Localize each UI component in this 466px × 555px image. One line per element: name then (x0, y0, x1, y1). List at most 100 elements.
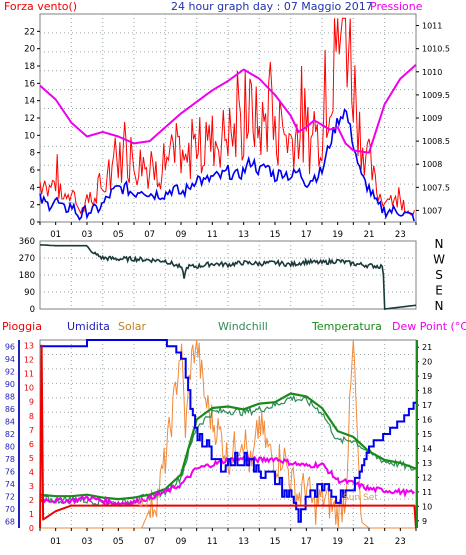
pressure-tick-label: 1011 (422, 22, 442, 31)
direction-tick-label: 0 (30, 305, 35, 315)
wind-direction-series (39, 244, 417, 310)
wind-tick-label: 6 (30, 166, 35, 176)
hour-tick-label: 13 (238, 230, 249, 240)
wind-tick-label: 20 (24, 45, 35, 55)
wind-tick-label: 22 (24, 27, 35, 37)
temperature-tick-label: 19 (422, 372, 432, 381)
pressure-series (39, 64, 417, 154)
legend-humidity: Umidita (67, 320, 110, 333)
pressure-tick-label: 1008.5 (422, 137, 450, 146)
top-series (39, 17, 417, 222)
compass-label: S (435, 268, 443, 282)
direction-tick-label: 270 (19, 254, 35, 264)
mid-grid (40, 241, 416, 309)
rain-tick-label: 4 (29, 468, 34, 477)
humidity-tick-label: 86 (5, 405, 15, 414)
temperature-tick-label: 17 (422, 401, 432, 410)
humidity-tick-label: 72 (5, 493, 15, 502)
hour-tick-label: 03 (82, 230, 93, 240)
wind-tick-label: 0 (30, 218, 35, 228)
rain-tick-label: 11 (24, 370, 34, 379)
wind-tick-label: 14 (24, 97, 35, 107)
temperature-series (39, 392, 417, 501)
rain-tick-label: 2 (29, 496, 34, 505)
temperature-axis-ticks: 9 10 11 12 13 14 15 16 17 18 19 20 21 (416, 340, 432, 528)
wind-average-series (39, 108, 415, 222)
rain-tick-label: 6 (29, 440, 34, 449)
rain-tick-label: 7 (29, 426, 34, 435)
humidity-tick-label: 68 (5, 518, 15, 527)
mid-series (39, 244, 417, 310)
top-pressure-axis-ticks: 1007 1007.5 1008 1008.5 1009 1009.5 1010 1010.5… (416, 22, 450, 215)
wind-tick-label: 8 (30, 149, 35, 159)
pressure-tick-label: 1008 (422, 160, 442, 169)
hour-tick-label: 05 (113, 230, 124, 240)
hour-tick-label: 17 (301, 537, 312, 547)
hour-tick-label: 13 (238, 537, 249, 547)
humidity-axis-ticks: 68 70 72 74 76 78 80 82 84 86 88 90 92 94 96 (5, 340, 20, 528)
wind-tick-label: 16 (24, 79, 35, 89)
wind-axis-title: Forza vento() (4, 0, 77, 13)
hour-tick-label: 19 (332, 230, 343, 240)
compass-label: N (435, 237, 444, 251)
pressure-tick-label: 1010 (422, 68, 442, 77)
humidity-tick-label: 74 (5, 480, 15, 489)
rain-tick-label: 12 (24, 356, 34, 365)
top-hour-axis-ticks: 01 03 05 07 09 11 13 15 17 19 21 23 (39, 222, 417, 240)
humidity-tick-label: 88 (5, 392, 15, 401)
wind-gust-series (39, 17, 415, 217)
wind-tick-label: 2 (30, 201, 35, 211)
humidity-tick-label: 92 (5, 367, 15, 376)
wind-tick-label: 4 (30, 183, 35, 193)
top-wind-axis-ticks: 0 2 4 6 8 10 12 14 16 18 20 22 (24, 27, 40, 228)
pressure-tick-label: 1007.5 (422, 183, 450, 192)
humidity-tick-label: 78 (5, 455, 15, 464)
legend-dewpoint: Dew Point (°C) (392, 320, 466, 333)
hour-tick-label: 23 (395, 537, 406, 547)
direction-axis-ticks: 0 90 180 270 360 (19, 237, 35, 315)
hour-tick-label: 11 (207, 537, 218, 547)
pressure-tick-label: 1009.5 (422, 91, 450, 100)
top-wind-pressure-chart: 0 2 4 6 8 10 12 14 16 18 20 22 1007 1007.5 1008 1008.5… (4, 0, 450, 240)
direction-tick-label: 180 (19, 271, 35, 281)
legend-temperature: Temperatura (311, 320, 382, 333)
temperature-tick-label: 15 (422, 430, 432, 439)
bottom-hour-axis-ticks: 01 03 05 07 09 11 13 15 17 19 21 23 (39, 528, 417, 547)
pressure-tick-label: 1007 (422, 206, 442, 215)
sunrise-label: 07 (138, 499, 149, 509)
hour-tick-label: 01 (50, 230, 61, 240)
humidity-tick-label: 84 (5, 417, 15, 426)
humidity-tick-label: 76 (5, 468, 15, 477)
humidity-series (40, 339, 416, 523)
temperature-tick-label: 11 (422, 488, 432, 497)
humidity-tick-label: 96 (5, 342, 15, 351)
humidity-tick-label: 70 (5, 505, 15, 514)
rain-tick-label: 13 (24, 342, 34, 351)
hour-tick-label: 23 (395, 230, 406, 240)
pressure-tick-label: 1009 (422, 114, 442, 123)
rain-tick-label: 8 (29, 412, 34, 421)
rain-series (39, 344, 417, 529)
legend-windchill: Windchill (218, 320, 268, 333)
wind-tick-label: 10 (24, 131, 35, 141)
pressure-tick-label: 1010.5 (422, 45, 450, 54)
hour-tick-label: 17 (301, 230, 312, 240)
wind-tick-label: 18 (24, 62, 35, 72)
rain-tick-label: 0 (29, 524, 34, 533)
temperature-tick-label: 21 (422, 343, 432, 352)
rain-tick-label: 5 (29, 454, 34, 463)
hour-tick-label: 07 (144, 537, 155, 547)
sunset-label: Sun Set (343, 493, 378, 503)
legend-rain: Pioggia (2, 320, 42, 333)
temperature-tick-label: 9 (422, 517, 427, 526)
rain-tick-label: 3 (29, 482, 34, 491)
hour-tick-label: 21 (364, 537, 375, 547)
compass-label: W (433, 253, 445, 267)
hour-tick-label: 19 (332, 537, 343, 547)
wind-tick-label: 12 (24, 114, 35, 124)
temperature-tick-label: 10 (422, 502, 432, 511)
